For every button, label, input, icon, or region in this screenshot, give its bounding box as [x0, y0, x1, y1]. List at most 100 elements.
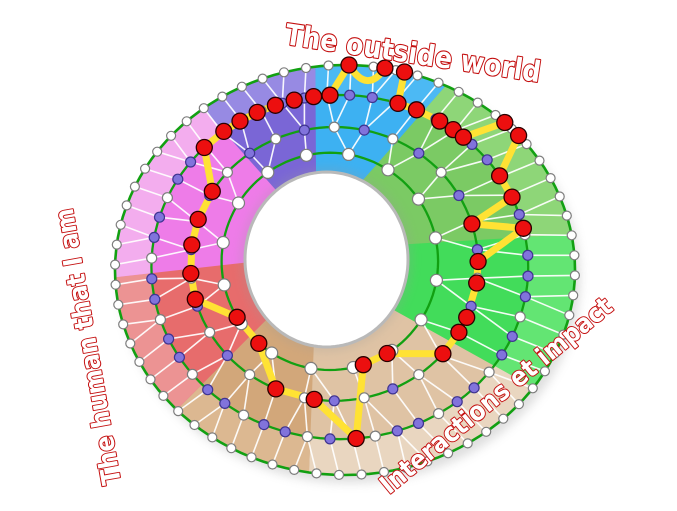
- node-white[interactable]: [304, 361, 318, 375]
- node-white[interactable]: [198, 103, 209, 114]
- sector-red-outer[interactable]: [115, 271, 202, 410]
- node-white[interactable]: [549, 348, 561, 359]
- node-violet[interactable]: [202, 384, 214, 396]
- node-violet[interactable]: [387, 383, 399, 395]
- node-violet[interactable]: [366, 91, 378, 104]
- node-red[interactable]: [250, 334, 268, 353]
- node-white[interactable]: [342, 147, 356, 161]
- node-white[interactable]: [216, 235, 230, 250]
- node-white[interactable]: [217, 278, 231, 292]
- node-white[interactable]: [429, 273, 443, 287]
- node-white[interactable]: [527, 383, 538, 394]
- node-white[interactable]: [568, 290, 579, 301]
- node-white[interactable]: [121, 200, 132, 211]
- node-white[interactable]: [433, 77, 444, 88]
- node-red[interactable]: [304, 87, 323, 106]
- node-white[interactable]: [462, 438, 473, 449]
- node-white[interactable]: [125, 338, 136, 349]
- node-red[interactable]: [454, 128, 473, 146]
- node-violet[interactable]: [522, 249, 534, 261]
- node-violet[interactable]: [519, 291, 532, 303]
- sector-purple-outer[interactable]: [203, 66, 316, 132]
- node-violet[interactable]: [148, 231, 160, 243]
- node-red[interactable]: [378, 344, 396, 363]
- node-violet[interactable]: [258, 419, 270, 431]
- node-violet[interactable]: [391, 425, 403, 437]
- node-red[interactable]: [434, 345, 452, 363]
- node-white[interactable]: [146, 252, 158, 264]
- node-white[interactable]: [166, 130, 177, 141]
- node-violet[interactable]: [328, 395, 340, 407]
- node-white[interactable]: [204, 326, 216, 338]
- node-red[interactable]: [203, 182, 221, 201]
- node-red[interactable]: [305, 390, 323, 409]
- node-white[interactable]: [173, 406, 184, 417]
- node-white[interactable]: [226, 443, 237, 454]
- node-red[interactable]: [395, 63, 414, 81]
- node-red[interactable]: [468, 274, 486, 292]
- node-red[interactable]: [450, 323, 468, 341]
- node-red[interactable]: [496, 113, 514, 132]
- node-red[interactable]: [267, 380, 285, 398]
- node-white[interactable]: [569, 270, 581, 281]
- node-white[interactable]: [217, 91, 228, 102]
- node-red[interactable]: [407, 101, 426, 119]
- node-white[interactable]: [231, 196, 246, 210]
- node-violet[interactable]: [279, 426, 291, 438]
- node-white[interactable]: [435, 166, 447, 178]
- node-white[interactable]: [118, 319, 129, 330]
- node-white[interactable]: [490, 109, 501, 121]
- node-violet[interactable]: [413, 147, 425, 159]
- node-violet[interactable]: [219, 397, 231, 409]
- node-white[interactable]: [414, 313, 428, 327]
- node-red[interactable]: [266, 96, 285, 114]
- node-white[interactable]: [381, 163, 395, 177]
- node-red[interactable]: [469, 252, 487, 271]
- node-white[interactable]: [311, 468, 322, 479]
- node-red[interactable]: [285, 91, 303, 109]
- node-red[interactable]: [376, 59, 394, 77]
- node-violet[interactable]: [358, 124, 370, 136]
- node-red[interactable]: [347, 429, 365, 448]
- node-white[interactable]: [161, 192, 173, 204]
- node-white[interactable]: [110, 279, 121, 290]
- sector-tan-light-outer[interactable]: [306, 365, 534, 475]
- node-white[interactable]: [113, 299, 124, 310]
- node-violet[interactable]: [481, 154, 493, 166]
- node-white[interactable]: [481, 426, 492, 437]
- node-red[interactable]: [182, 264, 200, 283]
- node-white[interactable]: [111, 239, 122, 250]
- node-red[interactable]: [321, 86, 339, 104]
- node-red[interactable]: [340, 56, 358, 74]
- node-white[interactable]: [299, 148, 313, 162]
- node-white[interactable]: [498, 413, 509, 424]
- node-red[interactable]: [431, 112, 449, 130]
- node-violet[interactable]: [496, 349, 508, 361]
- node-white[interactable]: [400, 462, 412, 473]
- node-white[interactable]: [333, 469, 345, 480]
- node-red[interactable]: [183, 236, 201, 254]
- node-white[interactable]: [236, 81, 247, 92]
- node-white[interactable]: [545, 173, 556, 184]
- node-violet[interactable]: [172, 173, 184, 185]
- node-red[interactable]: [463, 215, 481, 233]
- node-white[interactable]: [300, 62, 312, 74]
- node-violet[interactable]: [451, 396, 463, 408]
- node-red[interactable]: [195, 138, 213, 157]
- node-violet[interactable]: [153, 211, 166, 223]
- node-white[interactable]: [564, 310, 575, 321]
- node-white[interactable]: [189, 419, 200, 431]
- node-white[interactable]: [323, 60, 334, 71]
- node-white[interactable]: [238, 409, 250, 421]
- node-red[interactable]: [509, 126, 528, 145]
- node-violet[interactable]: [173, 351, 185, 363]
- node-red[interactable]: [503, 188, 521, 206]
- node-white[interactable]: [134, 356, 145, 367]
- node-violet[interactable]: [149, 293, 161, 305]
- node-violet[interactable]: [146, 273, 158, 285]
- node-white[interactable]: [514, 311, 526, 323]
- node-red[interactable]: [490, 167, 509, 185]
- node-violet[interactable]: [185, 156, 197, 168]
- node-white[interactable]: [554, 191, 565, 202]
- node-white[interactable]: [356, 469, 367, 480]
